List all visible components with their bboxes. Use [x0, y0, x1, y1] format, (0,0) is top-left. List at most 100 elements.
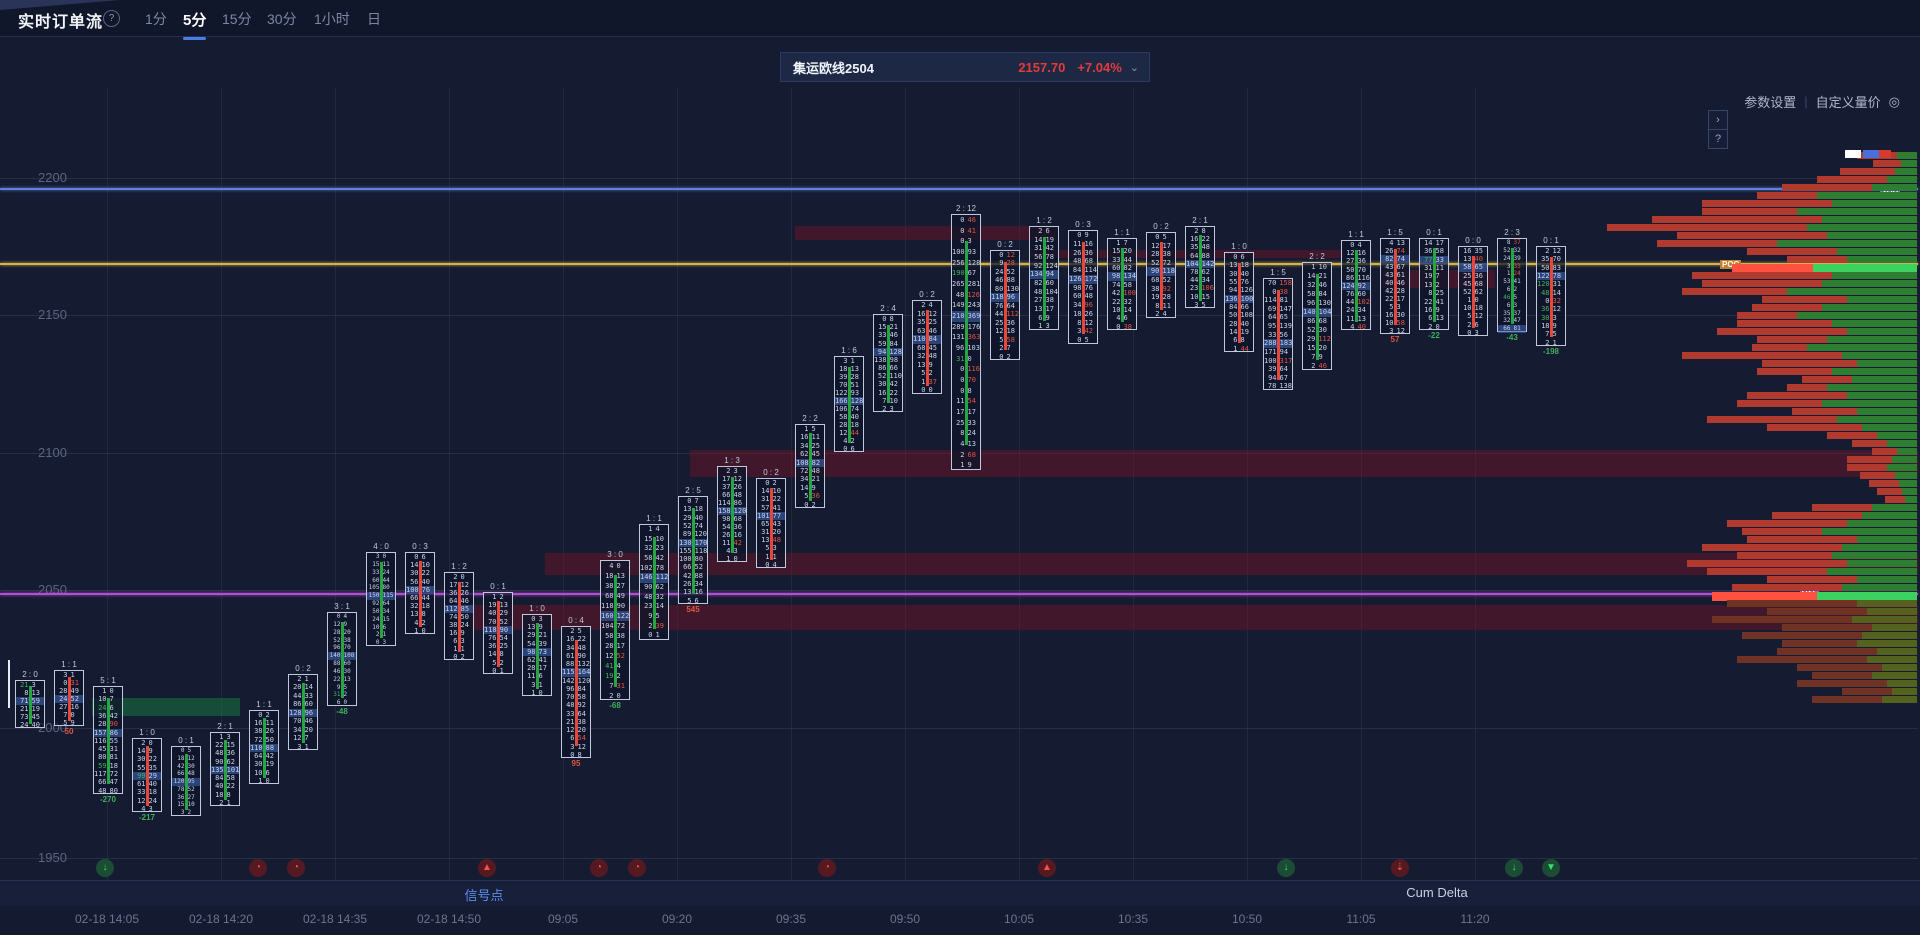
signal-red-gauge-icon[interactable]: ◔ [590, 859, 608, 877]
footprint-candle[interactable]: 2 : 12 0 46 0 41 0 3 100 93 256 128 190 67 265 281 48 12… [951, 204, 981, 470]
footprint-candle[interactable]: 0 : 2 0 12 9 28 24 52 46 88 80 130 118 96 76 64 44 112 25… [990, 240, 1020, 361]
bid-volume: 18 [215, 790, 224, 799]
ask-volume: 24 [148, 796, 157, 805]
footprint-candle[interactable]: 1 : 1 1 4 15 10 32 23 58 42 102 78 146 112 90 62 48 32 23… [639, 514, 669, 641]
footprint-candle[interactable]: 0 : 2 2 4 16 12 35 25 63 46 110 84 68 45 32 48 13 9 5 2 1 37… [912, 290, 942, 394]
footprint-candle[interactable]: 0 : 3 0 9 11 16 26 36 48 68 84 114 126 172 98 76 60 48 34… [1068, 220, 1098, 344]
profile-bar-sell [1737, 400, 1822, 407]
ask-volume: 118 [694, 546, 708, 555]
timeframe-tab-日[interactable]: 日 [367, 11, 381, 27]
signal-red-gauge-icon[interactable]: ◔ [818, 859, 836, 877]
signal-red-gauge-icon[interactable]: ◔ [287, 859, 305, 877]
timeframe-tab-30分[interactable]: 30分 [267, 11, 297, 27]
custom-volume-price-button[interactable]: 自定义量价 [1815, 95, 1881, 110]
timeframe-tab-1小时[interactable]: 1小时 [314, 11, 350, 27]
signal-panel-label[interactable]: 信号点 [464, 888, 504, 903]
signal-green-down-icon[interactable]: ↓ [1505, 859, 1523, 877]
footprint-candle[interactable]: 1 : 0 -217 2 0 14 9 30 22 55 35 99 29 61 40 33 18 12 24 4 3 [132, 728, 162, 822]
help-icon[interactable]: ? [103, 10, 120, 27]
footprint-candle[interactable]: 0 : 2 0 5 12 17 28 38 52 72 90 118 68 52 38 92 19 28 8 11 2… [1146, 222, 1176, 318]
signal-red-dotted-icon[interactable]: ⇣ [1391, 859, 1409, 877]
timeframe-tab-1分[interactable]: 1分 [145, 11, 167, 27]
footprint-row: 70 51 [835, 381, 863, 389]
footprint-candle[interactable]: 2 : 2 1 5 16 11 34 25 62 45 108 82 72 48 34 21 14 9 5 36 0 2 [795, 414, 825, 509]
settings-row: 参数设置 | 自定义量价 ◎ [1744, 92, 1900, 111]
footprint-candle[interactable]: 1 : 3 2 3 17 12 37 26 66 48 114 86 158 120 98 68 54 36 26… [717, 456, 747, 563]
bid-volume: 82 [1385, 255, 1394, 263]
timeframe-tab-5分[interactable]: 5分 [183, 9, 207, 40]
footprint-candle[interactable]: 0 : 1 -198 2 12 35 70 50 83 122 78 120 31 48 14 0 32 36 1… [1536, 236, 1566, 356]
signal-green-down-icon[interactable]: ↓ [1277, 859, 1295, 877]
ask-volume: 48 [811, 467, 820, 475]
ask-volume: 38 [1279, 287, 1288, 296]
ask-volume: 3 [31, 681, 36, 689]
footprint-candle[interactable]: 2 : 2 1 10 14 21 32 46 58 84 96 130 140 104 86 68 52 30 2… [1302, 252, 1332, 370]
bid-volume: 11 [956, 397, 965, 406]
footprint-candle[interactable]: 1 : 1 0 2 16 11 38 26 72 50 110 88 64 42 30 19 10 6 1 0 [249, 700, 279, 785]
footprint-row: 2 68 [952, 450, 980, 461]
footprint-candle[interactable]: 1 : 2 2 6 14 19 31 42 56 78 92 124 134 94 82 60 48 104 27… [1029, 216, 1059, 330]
footprint-candle[interactable]: 0 : 1 0 5 18 12 42 30 66 48 120 95 78 52 36 27 15 10 3 2 [171, 736, 201, 816]
profile-bar-sell [1702, 280, 1822, 287]
expand-button[interactable]: › [1708, 110, 1728, 130]
profile-bar-sell [1677, 232, 1827, 239]
footprint-candle[interactable]: 0 : 2 2 1 20 14 44 33 86 60 128 96 70 46 34 20 12 7 3 1 [288, 664, 318, 751]
signal-green-triangle-icon[interactable]: ▼ [1542, 859, 1560, 877]
footprint-row: 34 21 [796, 475, 824, 483]
footprint-candle[interactable]: 2 : 1 1 3 22 15 48 36 90 62 135 101 84 58 40 22 18 8 2 1 [210, 722, 240, 807]
vertical-gridline [1247, 88, 1248, 880]
footprint-candle[interactable]: 1 : 0 0 6 13 18 30 40 55 76 94 126 136 100 84 66 50 108 2… [1224, 242, 1254, 353]
footprint-candle[interactable]: 1 : 1 0 4 12 16 27 36 50 70 86 116 124 92 76 60 44 102 24… [1341, 230, 1371, 331]
footprint-candle[interactable]: 0 : 2 0 2 14 10 31 22 57 41 101 77 65 43 31 20 13 48 5 3 1 1… [756, 468, 786, 569]
timeframe-tab-15分[interactable]: 15分 [222, 11, 252, 27]
footprint-candle[interactable]: 0 : 3 0 6 14 10 30 22 56 40 100 76 66 44 32 18 13 8 4 2 1 0 [405, 542, 435, 635]
ask-volume: 36 [226, 749, 235, 758]
footprint-candle[interactable]: 1 : 2 2 0 17 12 36 26 64 46 112 85 74 50 38 24 16 9 6 3 1 1 0… [444, 562, 474, 661]
ask-volume: 12 [928, 309, 937, 318]
footprint-candle[interactable]: 3 : 1 -48 0 4 12 9 28 20 52 38 96 70 140 108 88 60 46 30 2… [327, 602, 357, 716]
footprint-row: 25 33 [952, 418, 980, 429]
ask-volume: 17 [1045, 305, 1054, 313]
footprint-candle[interactable]: 2 : 0 21 3 8 13 71 59 21 19 73 45 24 40 [15, 670, 45, 729]
footprint-candle[interactable]: 3 : 0 -68 4 0 18 13 38 27 68 49 118 90 160 122 104 72 58… [600, 550, 630, 710]
chevron-down-icon[interactable]: ⌄ [1129, 61, 1139, 74]
bid-volume: 5 [63, 719, 68, 727]
footprint-candle[interactable]: 1 : 6 3 1 18 13 39 28 70 51 122 93 166 128 106 74 58 40 2… [834, 346, 864, 453]
footprint-candle[interactable]: 2 : 5 545 0 7 13 18 29 40 52 74 89 120 130 170 155 118 1… [678, 486, 708, 614]
instrument-selector[interactable]: 集运欧线2504 2157.70 +7.04% ⌄ [780, 52, 1150, 82]
panel-help-button[interactable]: ? [1708, 129, 1728, 149]
ask-volume: 14 [1123, 305, 1132, 314]
footprint-candle[interactable]: 1 : 1 50 3 1 0 31 28 49 24 52 27 16 7 0 5 9 [54, 660, 84, 736]
footprint-candle[interactable]: 1 : 1 1 7 15 20 33 44 60 82 98 134 74 58 42 100 22 32 10 1… [1107, 228, 1137, 331]
footprint-candle[interactable]: 4 : 0 3 0 15 11 33 24 60 44 105 80 150 115 92 64 50 34 24… [366, 542, 396, 646]
footprint-candle[interactable]: 2 : 1 2 8 16 22 35 48 64 88 104 142 78 62 44 34 23 106 10… [1185, 216, 1215, 309]
bid-volume: 62 [527, 656, 536, 664]
signal-green-down-icon[interactable]: ↓ [96, 859, 114, 877]
footprint-candle[interactable]: 1 : 5 57 4 13 26 74 82 74 43 67 43 61 40 46 42 28 22 17 5 3… [1380, 228, 1410, 344]
profile-bar-sell [1817, 176, 1887, 183]
footprint-candle[interactable]: 0 : 0 16 35 13 40 58 65 25 36 45 68 52 62 1 0 10 18 5 12 2 6… [1458, 236, 1488, 337]
footprint-candle[interactable]: 0 : 4 95 2 5 16 22 34 48 61 90 88 132 115 164 142 120 96… [561, 616, 591, 768]
signal-red-triangle-icon[interactable]: ▲ [478, 859, 496, 877]
footprint-candle[interactable]: 0 : 1 -22 14 17 36 58 77 33 31 11 19 7 13 2 8 25 22 41 16 9… [1419, 228, 1449, 340]
footprint-row: 21 3 [16, 681, 44, 689]
footprint-candle[interactable]: 5 : 1 -270 1 0 10 7 24 6 36 42 28 90 157 86 116 55 45 31 8… [93, 676, 123, 804]
gear-icon[interactable]: ◎ [1888, 93, 1900, 109]
signal-red-triangle-icon[interactable]: ▲ [1038, 859, 1056, 877]
signal-red-gauge-icon[interactable]: ◔ [628, 859, 646, 877]
footprint-candle[interactable]: 1 : 0 0 3 13 9 29 21 54 39 98 73 62 41 28 17 11 6 3 1 1 0 [522, 604, 552, 697]
bid-volume: 5 [492, 658, 497, 667]
footprint-candle[interactable]: 0 : 1 1 2 19 13 40 29 70 52 118 90 76 54 36 25 14 8 5 2 0 1 [483, 582, 513, 675]
cum-delta-panel-label[interactable]: Cum Delta [1406, 885, 1468, 900]
footprint-candle[interactable]: 1 : 5 70 158 0 38 114 81 69 147 64 65 95 139 33 56 288 1… [1263, 268, 1293, 390]
footprint-candle[interactable]: 2 : 4 0 8 15 21 33 46 59 84 94 128 138 98 86 66 52 110 30… [873, 304, 903, 413]
profile-bar-sell [1707, 416, 1837, 423]
footprint-candle[interactable]: 2 : 3 -43 8 37 52 32 24 39 3 33 1 24 53 41 6 2 46 5 6 3 35 37… [1497, 228, 1527, 342]
signal-red-gauge-icon[interactable]: ◔ [249, 859, 267, 877]
param-settings-button[interactable]: 参数设置 [1744, 95, 1797, 110]
ask-volume: 48 [1201, 243, 1210, 252]
